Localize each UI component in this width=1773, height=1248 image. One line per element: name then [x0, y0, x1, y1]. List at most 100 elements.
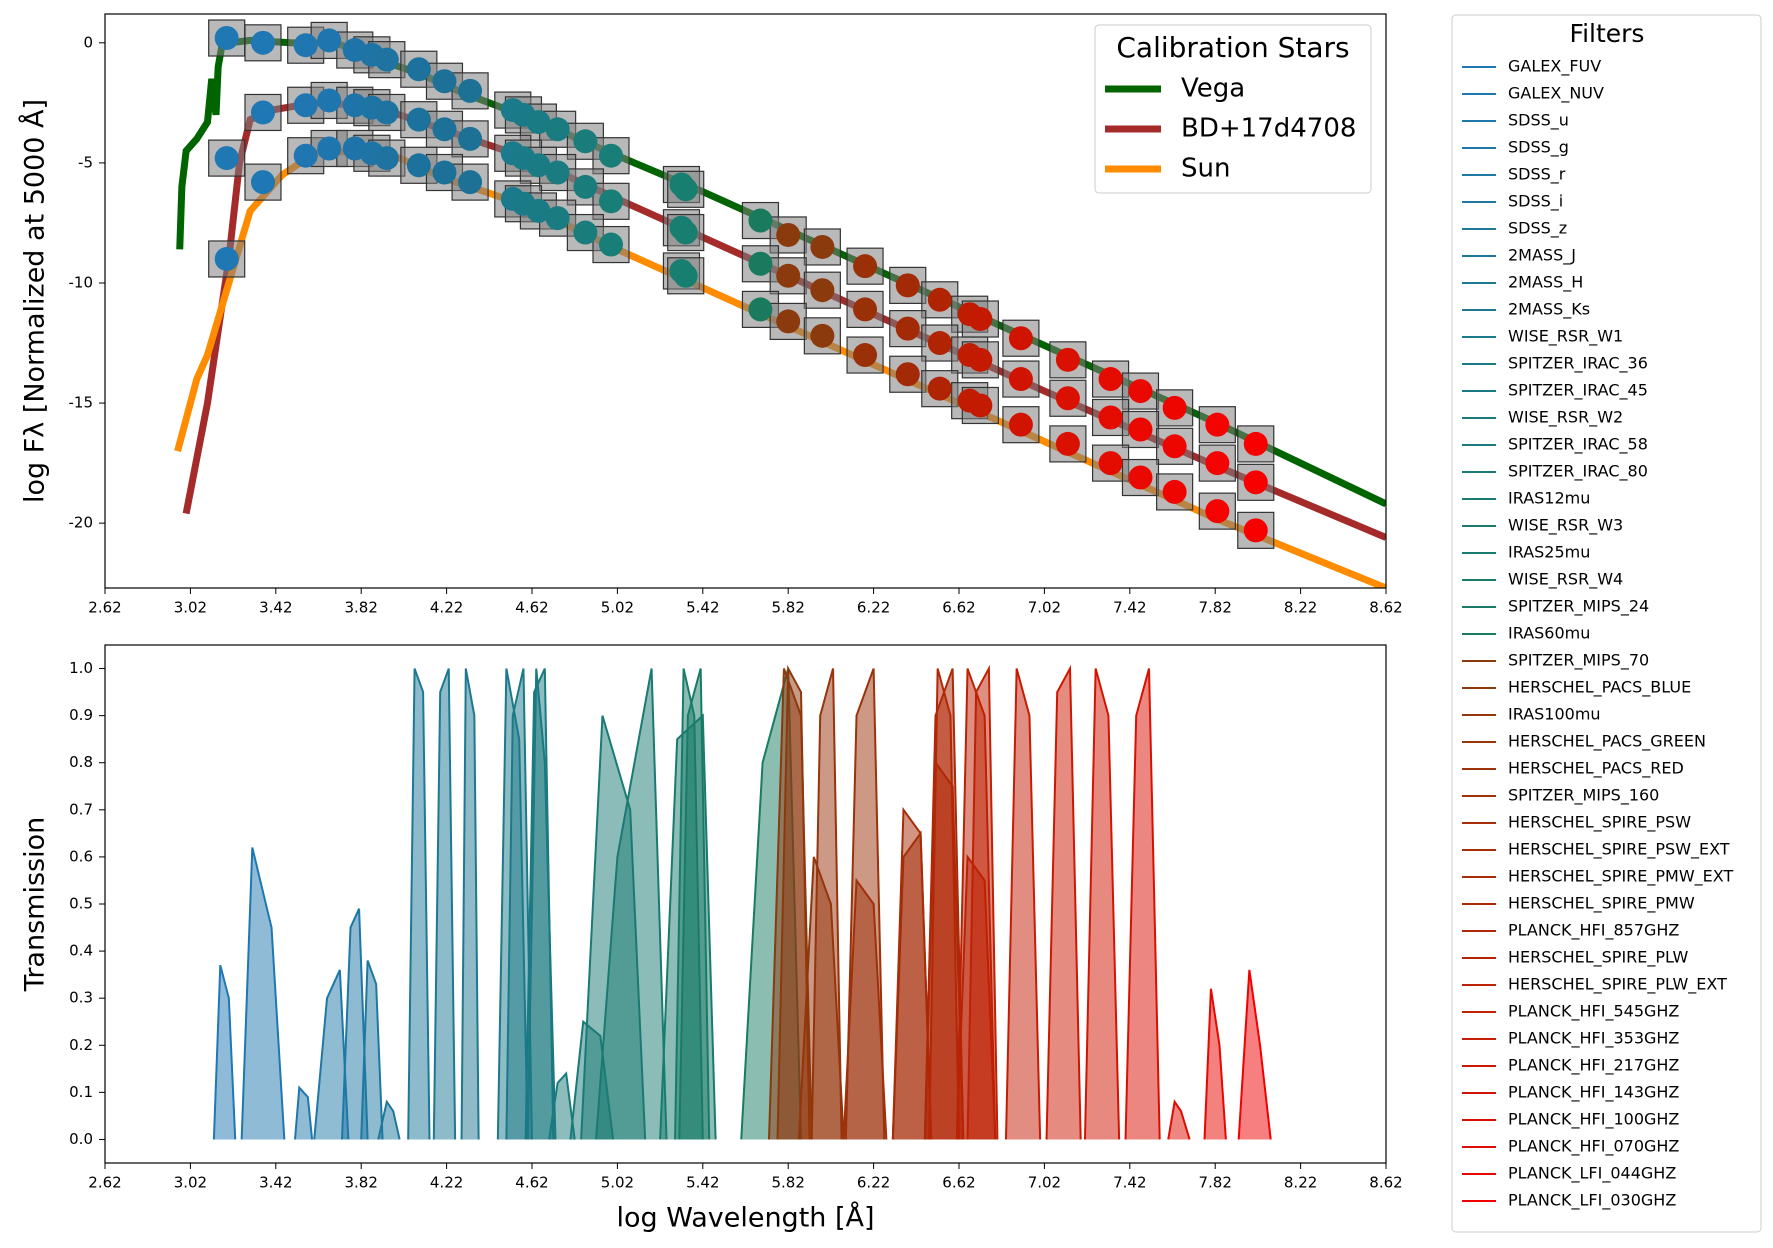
filter-area [777, 668, 810, 1140]
y-tick-label: 0.5 [69, 895, 93, 913]
legend-label: SPITZER_MIPS_24 [1508, 597, 1649, 617]
legend-label: BD+17d4708 [1181, 114, 1356, 144]
photometry-point [406, 107, 431, 132]
filter-curve [1167, 1099, 1191, 1140]
legend-label: HERSCHEL_PACS_RED [1508, 759, 1684, 779]
filter-curve [891, 806, 933, 1140]
photometry-point [458, 126, 483, 151]
x-tick-label: 4.62 [515, 1174, 548, 1192]
x-tick-label: 4.22 [430, 599, 463, 617]
x-tick-label: 2.62 [88, 599, 121, 617]
photometry-point [927, 376, 952, 401]
legend-label: PLANCK_HFI_217GHZ [1508, 1056, 1679, 1076]
photometry-point [673, 263, 698, 288]
x-tick-label: 7.82 [1198, 1174, 1231, 1192]
photometry-point [1128, 379, 1153, 404]
photometry-point [1098, 367, 1123, 392]
legend-label: WISE_RSR_W3 [1508, 516, 1623, 536]
photometry-point [1055, 347, 1080, 372]
photometry-point [1008, 412, 1033, 437]
x-tick-label: 8.22 [1284, 1174, 1317, 1192]
photometry-point [1162, 395, 1187, 420]
legend-label: SPITZER_IRAC_36 [1508, 354, 1648, 374]
x-axis-label: log Wavelength [Å] [616, 1202, 874, 1234]
photometry-point [1205, 451, 1230, 476]
x-tick-label: 7.42 [1113, 1174, 1146, 1192]
photometry-point [293, 93, 318, 118]
photometry-point [810, 323, 835, 348]
photometry-point [317, 28, 342, 53]
filter-curve [1083, 668, 1121, 1140]
photometry-point [968, 393, 993, 418]
legend-title: Filters [1570, 19, 1645, 48]
legend-label: PLANCK_HFI_857GHZ [1508, 921, 1679, 941]
photometry-point [1008, 367, 1033, 392]
x-tick-label: 5.42 [686, 1174, 719, 1192]
y-tick-label: 0.9 [69, 706, 93, 724]
legend-label: 2MASS_J [1508, 246, 1576, 266]
photometry-point [317, 136, 342, 161]
photometry-point [853, 254, 878, 279]
legend-label: SDSS_g [1508, 138, 1569, 158]
photometry-point [374, 146, 399, 171]
x-tick-label: 8.22 [1284, 599, 1317, 617]
photometry-point [1055, 386, 1080, 411]
photometry-point [1205, 412, 1230, 437]
photometry-point [374, 47, 399, 72]
photometry-point [776, 309, 801, 334]
photometry-point [895, 362, 920, 387]
legend-label: PLANCK_LFI_044GHZ [1508, 1164, 1676, 1184]
photometry-point [214, 246, 239, 271]
photometry-point [250, 30, 275, 55]
x-tick-label: 2.62 [88, 1174, 121, 1192]
photometry-point [545, 117, 570, 142]
filter-curve [548, 1071, 576, 1140]
y-tick-label: 0.4 [69, 942, 93, 960]
filter-curve [776, 664, 811, 1140]
filter-curve [966, 664, 999, 1140]
legend-label: PLANCK_HFI_100GHZ [1508, 1110, 1679, 1130]
y-axis-label: log Fλ [Normalized at 5000 Å] [19, 99, 51, 503]
legend-label: HERSCHEL_SPIRE_PMW_EXT [1508, 867, 1733, 887]
filter-area [314, 969, 349, 1140]
filter-curve [810, 668, 843, 1140]
photometry-point [1243, 431, 1268, 456]
filter-curve [294, 1085, 314, 1140]
x-tick-label: 4.22 [430, 1174, 463, 1192]
photometry-point [1098, 405, 1123, 430]
x-tick-label: 6.62 [942, 599, 975, 617]
y-tick-label: 1.0 [69, 659, 93, 677]
filter-curve [505, 668, 533, 1140]
filter-curve [432, 668, 457, 1140]
x-tick-label: 3.42 [259, 1174, 292, 1192]
photometry-point [1128, 417, 1153, 442]
filter-curve [844, 668, 886, 1140]
legend-box [1451, 14, 1762, 1233]
x-tick-label: 3.82 [344, 599, 377, 617]
photometry-point [432, 117, 457, 142]
photometry-point [293, 33, 318, 58]
filter-curve [407, 668, 431, 1140]
photometry-point [1055, 431, 1080, 456]
photometry-point [432, 69, 457, 94]
x-tick-label: 3.02 [174, 1174, 207, 1192]
photometry-point [214, 146, 239, 171]
x-tick-label: 7.02 [1028, 599, 1061, 617]
photometry-point [927, 287, 952, 312]
x-tick-label: 8.62 [1369, 599, 1402, 617]
filter-curve [1124, 668, 1161, 1140]
y-tick-label: 0.2 [69, 1036, 93, 1054]
plot-frame [104, 13, 1387, 589]
plot-frame [104, 644, 1387, 1164]
legend-label: SPITZER_MIPS_70 [1508, 651, 1649, 671]
photometry-point [573, 129, 598, 154]
photometry-point [406, 57, 431, 82]
filter-area [549, 1073, 575, 1140]
photometry-point [1162, 434, 1187, 459]
photometry-point [598, 189, 623, 214]
photometry-point [526, 198, 551, 223]
photometry-point [1008, 326, 1033, 351]
photometry-point [927, 331, 952, 356]
photometry-point [573, 220, 598, 245]
